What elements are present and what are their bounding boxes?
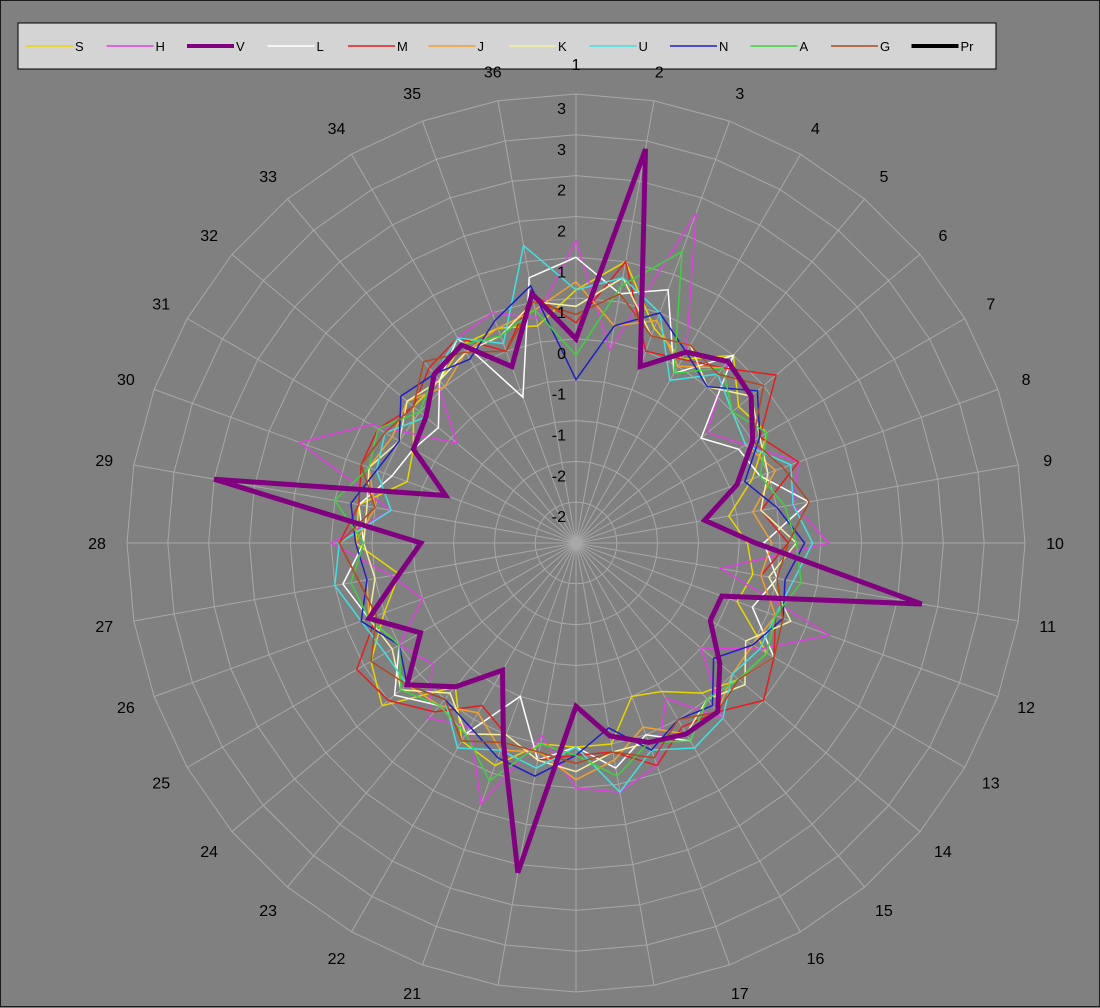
radial-tick-label: -1 [552,387,566,404]
legend-label-u: U [639,39,648,54]
grid-spoke [576,254,920,543]
grid-spoke [187,543,576,768]
category-label-21: 21 [403,986,421,1003]
category-label-31: 31 [152,297,170,314]
category-label-34: 34 [328,121,346,138]
legend-label-g: G [880,39,890,54]
category-label-29: 29 [95,453,113,470]
legend-label-l: L [317,39,324,54]
category-label-10: 10 [1046,536,1064,553]
category-label-13: 13 [982,776,1000,793]
radar-grid [127,94,1025,992]
legend: S H V L M J K U N A G Pr [18,23,996,69]
grid-spoke [576,543,654,985]
legend-label-k: K [558,39,567,54]
category-label-12: 12 [1017,700,1035,717]
category-label-15: 15 [875,903,893,920]
radial-tick-label: -2 [552,509,566,526]
legend-label-pr: Pr [961,39,975,54]
grid-spoke [576,199,865,543]
category-label-33: 33 [259,169,277,186]
category-label-5: 5 [879,169,888,186]
legend-label-m: M [397,39,408,54]
category-label-9: 9 [1043,453,1052,470]
grid-spoke [576,543,965,768]
category-label-25: 25 [152,776,170,793]
category-label-35: 35 [403,86,421,103]
legend-label-a: A [800,39,809,54]
category-label-14: 14 [934,844,952,861]
category-label-17: 17 [731,986,749,1003]
radial-tick-label: 0 [557,346,566,363]
category-label-28: 28 [88,536,106,553]
category-label-3: 3 [735,86,744,103]
grid-spoke [232,543,576,832]
grid-spoke [134,543,576,621]
radial-tick-label: -2 [552,468,566,485]
series-k [364,278,797,772]
radial-tick-label: 2 [557,183,566,200]
legend-label-s: S [75,39,84,54]
category-label-7: 7 [986,297,995,314]
category-label-6: 6 [938,228,947,245]
category-label-36: 36 [484,64,502,81]
radial-tick-label: -1 [552,428,566,445]
category-label-1: 1 [572,57,581,74]
legend-label-n: N [719,39,728,54]
category-label-26: 26 [117,700,135,717]
category-label-4: 4 [811,121,820,138]
category-label-23: 23 [259,903,277,920]
category-label-27: 27 [95,619,113,636]
radial-tick-label: 1 [557,264,566,281]
radial-tick-label: 2 [557,223,566,240]
category-label-8: 8 [1022,372,1031,389]
category-label-2: 2 [655,64,664,81]
legend-label-v: V [236,39,245,54]
grid-spoke [576,319,965,544]
radial-tick-label: 3 [557,101,566,118]
category-label-16: 16 [807,951,825,968]
category-label-24: 24 [200,844,218,861]
legend-label-j: J [478,39,485,54]
category-label-30: 30 [117,372,135,389]
legend-label-h: H [156,39,165,54]
grid-spoke [287,199,576,543]
category-label-32: 32 [200,228,218,245]
category-label-22: 22 [328,951,346,968]
category-label-11: 11 [1039,619,1056,636]
radial-tick-label: 1 [557,305,566,322]
radial-tick-label: 3 [557,142,566,159]
